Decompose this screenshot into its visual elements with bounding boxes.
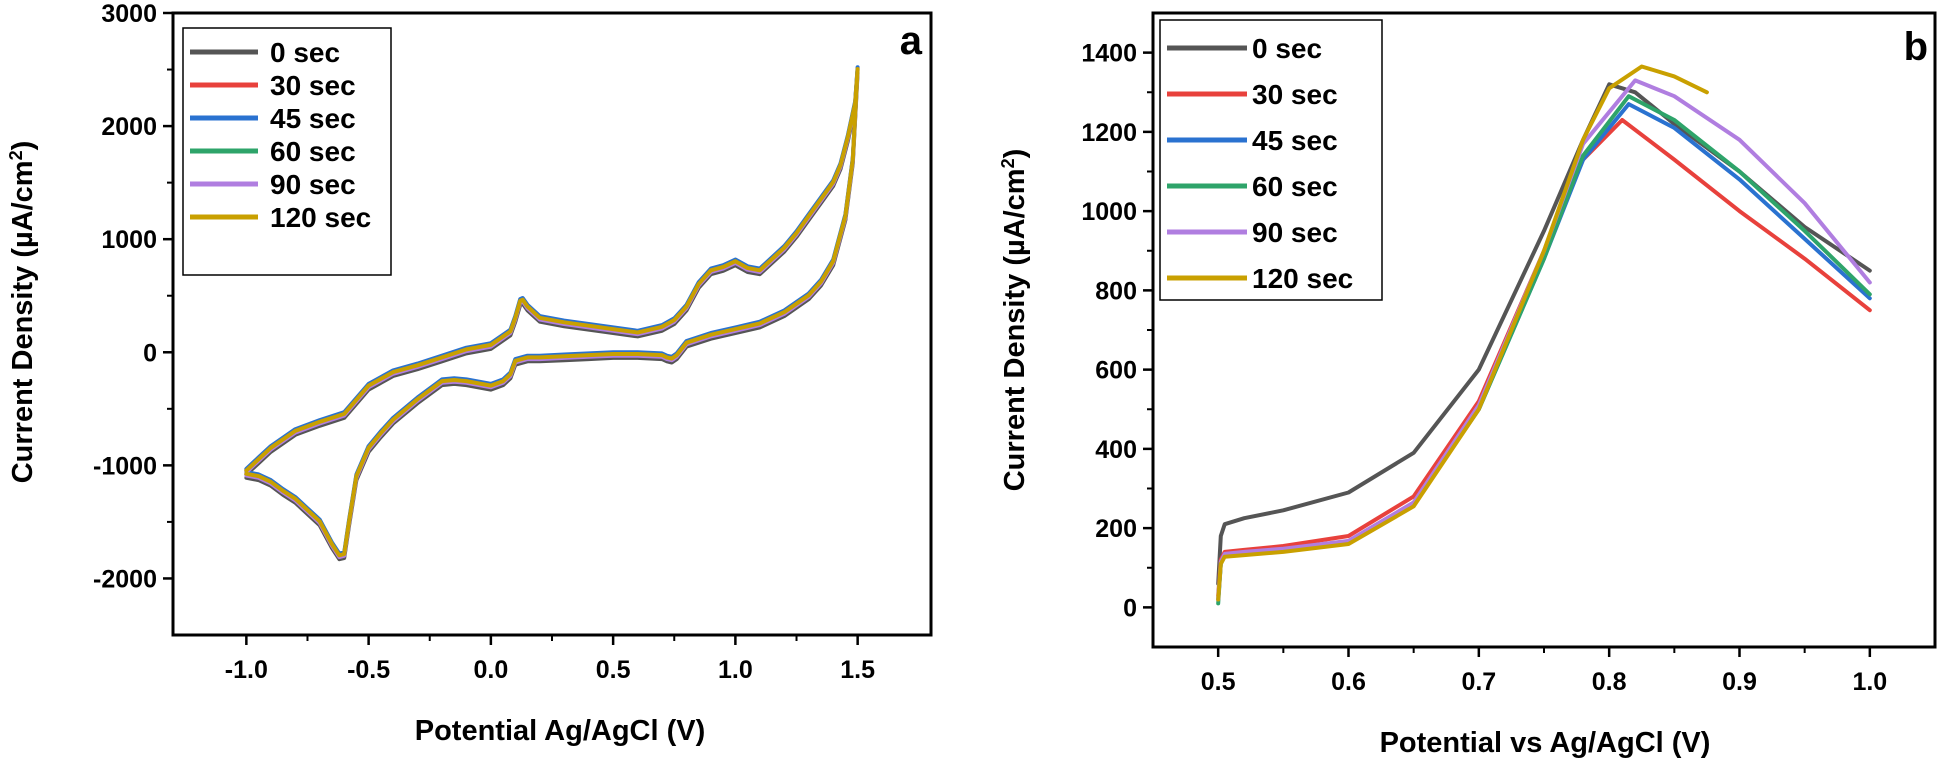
x-tick-label: 0.6 [1331, 668, 1366, 696]
y-tick-label: 1000 [101, 226, 157, 254]
y-tick-label: -2000 [93, 565, 157, 593]
y-tick-label: 0 [1123, 594, 1137, 622]
legend-label: 60 sec [1252, 171, 1338, 202]
y-tick-label: 400 [1095, 436, 1137, 464]
panel-b-label: b [1904, 25, 1928, 69]
y-tick-label: 0 [143, 339, 157, 367]
panel-b-legend: 0 sec 30 sec 45 sec 60 sec 90 sec 120 sec [1159, 19, 1383, 301]
panel-b-legend-box [1159, 19, 1383, 301]
panel-a-curves [244, 65, 860, 562]
x-tick-label: 0.5 [596, 656, 631, 684]
x-tick-label: 1.0 [1852, 668, 1887, 696]
legend-label: 90 sec [270, 169, 356, 200]
panel-a-chart: -1.0 -0.5 0.0 0.5 1.0 1.5 -2000 -1000 0 1000 2000 3… [6, 0, 933, 747]
x-tick-label: 1.5 [840, 656, 875, 684]
x-tick-label: 1.0 [718, 656, 753, 684]
legend-label: 45 sec [1252, 125, 1338, 156]
legend-label: 90 sec [1252, 217, 1338, 248]
panel-a-y-axis-title: Current Density (µA/cm2) [6, 141, 39, 484]
panel-a-label: a [900, 19, 923, 63]
legend-label: 120 sec [1252, 263, 1353, 294]
panel-b-curves [1216, 64, 1872, 606]
legend-label: 60 sec [270, 136, 356, 167]
y-tick-label: 600 [1095, 357, 1137, 385]
y-tick-label: -1000 [93, 452, 157, 480]
panel-a-ticks: -1.0 -0.5 0.0 0.5 1.0 1.5 -2000 -1000 0 1000 2000 3… [93, 0, 875, 684]
y-tick-label: 1000 [1081, 198, 1137, 226]
x-tick-label: 0.5 [1201, 668, 1236, 696]
y-tick-label: 800 [1095, 277, 1137, 305]
legend-label: 30 sec [1252, 79, 1338, 110]
panel-a-x-axis-title: Potential Ag/AgCl (V) [415, 715, 706, 747]
y-tick-label: 3000 [101, 0, 157, 28]
legend-label: 120 sec [270, 202, 371, 233]
legend-label: 0 sec [270, 37, 340, 68]
x-tick-label: -1.0 [225, 656, 268, 684]
y-tick-label: 200 [1095, 515, 1137, 543]
x-tick-label: 0.0 [473, 656, 508, 684]
series-line-120-sec [1216, 64, 1709, 602]
legend-label: 45 sec [270, 103, 356, 134]
panel-b-x-axis-title: Potential vs Ag/AgCl (V) [1380, 727, 1711, 759]
y-tick-label: 1200 [1081, 119, 1137, 147]
panel-b-chart: 0.5 0.6 0.7 0.8 0.9 1.0 0 200 400 600 800 1000 1200 1… [998, 11, 1937, 759]
panel-b-ticks: 0.5 0.6 0.7 0.8 0.9 1.0 0 200 400 600 800 1000 1200 1… [1081, 40, 1887, 696]
x-tick-label: -0.5 [347, 656, 390, 684]
legend-label: 0 sec [1252, 33, 1322, 64]
panel-b-y-axis-title: Current Density (µA/cm2) [998, 149, 1031, 492]
series-line-120-sec [244, 67, 860, 558]
x-tick-label: 0.7 [1461, 668, 1496, 696]
legend-label: 30 sec [270, 70, 356, 101]
y-tick-label: 2000 [101, 113, 157, 141]
x-tick-label: 0.9 [1722, 668, 1757, 696]
x-tick-label: 0.8 [1592, 668, 1627, 696]
y-tick-label: 1400 [1081, 40, 1137, 68]
